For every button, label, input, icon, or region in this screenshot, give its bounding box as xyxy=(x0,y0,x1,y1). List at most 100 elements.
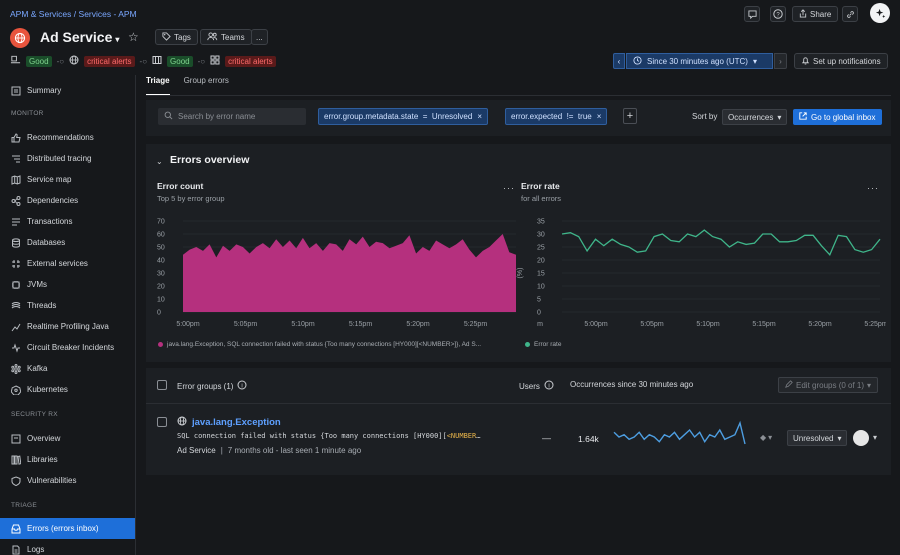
x-tick-label: 5:05pm xyxy=(640,321,664,328)
sidebar-item-transactions[interactable]: Transactions xyxy=(0,211,135,232)
sidebar-item-jvms[interactable]: JVMs xyxy=(0,274,135,295)
sidebar-section-monitor: MONITOR xyxy=(11,110,44,117)
error-count-legend[interactable]: java.lang.Exception, SQL connection fail… xyxy=(158,341,481,348)
filter-chip-state[interactable]: error.group.metadata.state = Unresolved … xyxy=(318,108,488,125)
service-health-icon xyxy=(10,55,21,67)
error-count-more-icon[interactable]: ··· xyxy=(503,183,515,193)
search-input[interactable]: Search by error name xyxy=(158,108,306,125)
link-icon[interactable] xyxy=(842,6,858,22)
share-button[interactable]: Share xyxy=(792,6,839,22)
status-badge[interactable]: critical alerts xyxy=(225,55,276,67)
tab-triage[interactable]: Triage xyxy=(146,76,170,96)
avatar[interactable] xyxy=(853,430,869,446)
entity-name-dropdown[interactable]: Ad Service ▾ xyxy=(40,29,119,45)
time-next-button[interactable]: › xyxy=(774,53,787,69)
sidebar-item-service-map[interactable]: Service map xyxy=(0,169,135,190)
time-picker[interactable]: Since 30 minutes ago (UTC) ▾ xyxy=(626,53,773,69)
sidebar-item-vulnerabilities[interactable]: Vulnerabilities xyxy=(0,470,135,491)
sidebar-item-recommendations[interactable]: Recommendations xyxy=(0,127,135,148)
error-group-name[interactable]: java.lang.Exception xyxy=(192,416,281,428)
error-rate-subtitle: for all errors xyxy=(521,194,562,203)
status-badge[interactable]: Good xyxy=(26,55,52,67)
help-icon[interactable]: ? xyxy=(770,6,786,22)
row-checkbox[interactable] xyxy=(157,417,167,427)
sidebar-item-summary[interactable]: Summary xyxy=(0,80,135,101)
x-tick-label: 5:10pm xyxy=(291,321,315,328)
sidebar-item-kubernetes[interactable]: Kubernetes xyxy=(0,379,135,400)
occurrences-header: Occurrences since 30 minutes ago xyxy=(570,380,694,389)
sidebar-item-external-services[interactable]: External services xyxy=(0,253,135,274)
x-tick-label: 5:15pm xyxy=(752,321,776,328)
search-icon xyxy=(164,111,173,122)
sidebar-item-label: Errors (errors inbox) xyxy=(27,524,99,533)
add-filter-icon[interactable]: + xyxy=(623,108,637,124)
y-tick-label: 0 xyxy=(537,310,541,317)
kafka-icon xyxy=(11,363,21,374)
assign-dropdown[interactable]: ◆ ▾ xyxy=(760,433,772,442)
globe-icon xyxy=(177,416,187,428)
error-rate-more-icon[interactable]: ··· xyxy=(867,183,879,193)
share-label: Share xyxy=(810,9,832,19)
threads-icon xyxy=(11,301,21,311)
global-inbox-button[interactable]: Go to global inbox xyxy=(793,109,882,125)
sidebar-item-security-overview[interactable]: Overview xyxy=(0,428,135,449)
sidebar-item-dependencies[interactable]: Dependencies xyxy=(0,190,135,211)
more-actions-button[interactable]: ... xyxy=(251,29,268,45)
time-previous-button[interactable]: ‹ xyxy=(613,53,625,69)
ai-assistant-icon[interactable] xyxy=(870,3,890,23)
sort-select[interactable]: Occurrences ▾ xyxy=(722,109,788,125)
sidebar-item-distributed-tracing[interactable]: Distributed tracing xyxy=(0,148,135,169)
teams-icon xyxy=(207,31,218,43)
feedback-icon[interactable] xyxy=(744,6,760,22)
sort-value: Occurrences xyxy=(728,112,774,122)
collapse-chevron-icon[interactable]: ⌄ xyxy=(156,157,163,166)
close-icon[interactable]: × xyxy=(596,112,602,121)
y-tick-label: 70 xyxy=(157,219,165,226)
error-message-highlight: <NUMBER xyxy=(446,432,477,440)
favorite-star-icon[interactable]: ☆ xyxy=(128,30,139,44)
state-select[interactable]: Unresolved ▾ xyxy=(787,430,848,446)
sidebar-item-kafka[interactable]: Kafka xyxy=(0,358,135,379)
setup-notifications-button[interactable]: Set up notifications xyxy=(794,53,888,69)
close-icon[interactable]: × xyxy=(477,112,482,121)
error-message-text: SQL connection failed with status {Too m… xyxy=(177,432,447,440)
teams-button[interactable]: Teams xyxy=(200,29,252,45)
sidebar-item-logs[interactable]: Logs xyxy=(0,539,135,555)
sidebar-item-threads[interactable]: Threads xyxy=(0,295,135,316)
breadcrumb-separator: / xyxy=(73,9,77,19)
table-row[interactable]: java.lang.Exception xyxy=(177,416,281,428)
y-axis-unit: (%) xyxy=(517,268,524,279)
dependencies-icon xyxy=(11,195,21,206)
tags-button[interactable]: Tags xyxy=(155,29,198,45)
edit-groups-button[interactable]: Edit groups (0 of 1) ▾ xyxy=(778,377,879,393)
status-badge[interactable]: critical alerts xyxy=(84,55,135,67)
external-link-icon xyxy=(799,112,807,122)
x-tick-label: 5:05pm xyxy=(234,321,258,328)
chevron-down-icon: ▾ xyxy=(867,380,872,390)
transactions-icon xyxy=(11,217,21,227)
sidebar-item-label: Circuit Breaker Incidents xyxy=(27,343,115,352)
error-rate-legend[interactable]: Error rate xyxy=(525,341,561,348)
breadcrumb-services-apm[interactable]: Services - APM xyxy=(78,9,137,19)
sidebar-item-libraries[interactable]: Libraries xyxy=(0,449,135,470)
share-icon xyxy=(799,8,807,20)
sidebar-item-databases[interactable]: Databases xyxy=(0,232,135,253)
tab-group-errors[interactable]: Group errors xyxy=(183,76,229,85)
filter-chip-expected[interactable]: error.expected != true × xyxy=(505,108,608,125)
sidebar-item-errors-inbox[interactable]: Errors (errors inbox) xyxy=(0,518,135,539)
status-badge[interactable]: Good xyxy=(167,55,193,67)
info-icon[interactable]: i xyxy=(237,380,247,392)
sidebar-item-label: External services xyxy=(27,259,88,268)
database-icon xyxy=(11,237,21,248)
tag-icon xyxy=(162,31,171,43)
x-tick-label: 5:25pm xyxy=(864,321,886,328)
breadcrumb-apm-services[interactable]: APM & Services xyxy=(10,9,72,19)
service-name[interactable]: Ad Service xyxy=(177,446,216,455)
info-icon[interactable]: i xyxy=(544,380,554,392)
y-tick-label: 40 xyxy=(157,258,165,265)
select-all-checkbox[interactable] xyxy=(157,380,167,390)
sidebar-item-realtime-profiling[interactable]: Realtime Profiling Java xyxy=(0,316,135,337)
table-divider xyxy=(146,403,891,404)
chevron-down-icon[interactable]: ▾ xyxy=(873,433,878,442)
sidebar-item-circuit-breaker[interactable]: Circuit Breaker Incidents xyxy=(0,337,135,358)
